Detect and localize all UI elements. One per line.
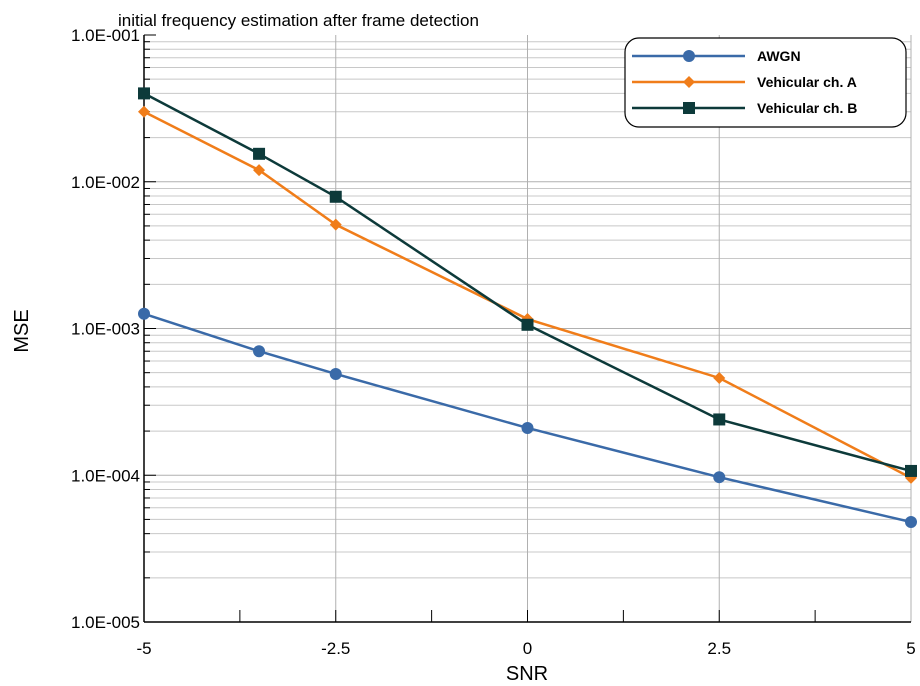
data-point	[253, 164, 266, 177]
series-vehicular-ch-a	[138, 105, 917, 484]
y-tick-label: 1.0E-002	[71, 173, 140, 192]
legend-box	[624, 37, 907, 128]
x-tick-label: -5	[136, 639, 151, 658]
data-point	[253, 345, 266, 358]
legend-marker	[683, 50, 695, 62]
plot-area	[138, 87, 917, 529]
y-tick-label: 1.0E-005	[71, 613, 140, 632]
data-point	[521, 421, 534, 434]
series-line	[143, 110, 912, 479]
legend-label: AWGN	[757, 48, 801, 64]
data-point	[713, 371, 726, 384]
y-tick-label: 1.0E-004	[71, 466, 140, 485]
data-point	[253, 147, 266, 160]
series-awgn	[138, 307, 917, 529]
y-tick-label: 1.0E-003	[71, 320, 140, 339]
legend-marker	[683, 76, 695, 88]
x-tick-label: 2.5	[707, 639, 731, 658]
x-tick-label: -2.5	[321, 639, 350, 658]
series-line	[143, 312, 912, 524]
chart-title: initial frequency estimation after frame…	[118, 11, 479, 30]
x-tick-label: 5	[906, 639, 915, 658]
legend-label: Vehicular ch. B	[757, 100, 857, 116]
axes	[143, 34, 911, 623]
data-point	[329, 190, 342, 203]
data-point	[329, 218, 342, 231]
y-tick-label: 1.0E-001	[71, 26, 140, 45]
data-point	[521, 318, 534, 331]
series-vehicular-ch-b	[138, 87, 917, 477]
legend-marker	[683, 102, 695, 114]
legend-label: Vehicular ch. A	[757, 74, 857, 90]
data-point	[329, 367, 342, 380]
legend: AWGN Vehicular ch. A Vehicular ch. B	[624, 37, 907, 128]
series-line	[143, 92, 912, 473]
x-axis-label: SNR	[506, 663, 548, 685]
y-axis-label: MSE	[11, 309, 33, 352]
tick-labels: 1.0E-001 1.0E-002 1.0E-003 1.0E-004 1.0E-005…	[71, 26, 916, 658]
data-point	[713, 471, 726, 484]
data-point	[138, 105, 150, 118]
data-point	[905, 464, 917, 477]
data-point	[138, 87, 150, 100]
data-point	[905, 516, 917, 529]
data-point	[138, 307, 150, 320]
data-point	[713, 413, 726, 426]
x-tick-label: 0	[523, 639, 532, 658]
